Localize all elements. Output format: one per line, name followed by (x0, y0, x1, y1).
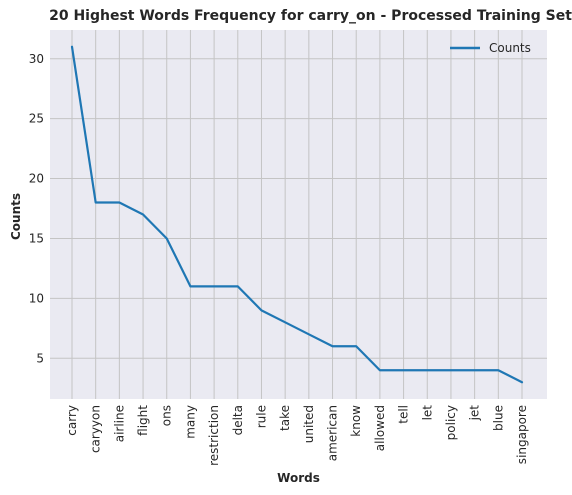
x-tick-label: let (420, 405, 434, 421)
x-tick-label: many (183, 405, 197, 439)
x-tick-label: flight (136, 405, 150, 436)
x-tick-label: restriction (207, 405, 221, 466)
x-tick-label: carry (65, 405, 79, 436)
plot-area (50, 30, 547, 399)
x-tick-label: rule (254, 405, 268, 428)
x-tick-label: singapore (515, 405, 529, 464)
x-tick-label: blue (491, 405, 505, 431)
legend: Counts (450, 41, 531, 55)
x-tick-label: know (349, 405, 363, 437)
x-tick-label: tell (397, 405, 411, 424)
y-tick-label: 25 (29, 112, 44, 126)
chart-title: 20 Highest Words Frequency for carry_on … (49, 8, 572, 24)
legend-label-counts: Counts (489, 41, 531, 55)
y-tick-labels: 5 10 15 20 25 30 (29, 52, 44, 366)
x-tick-label: policy (444, 405, 458, 440)
y-tick-label: 10 (29, 291, 44, 305)
y-tick-label: 20 (29, 172, 44, 186)
x-tick-label: delta (231, 405, 245, 435)
x-tick-label: american (326, 405, 340, 461)
x-tick-label: ons (160, 405, 174, 426)
x-axis-label: Words (277, 471, 320, 485)
x-tick-label: united (302, 405, 316, 443)
x-tick-label: allowed (373, 405, 387, 451)
x-tick-label: jet (468, 405, 482, 422)
x-tick-labels: carry caryyon airline flight ons many restrict… (65, 405, 529, 466)
y-axis-label: Counts (9, 193, 23, 240)
x-tick-label: caryyon (89, 405, 103, 453)
y-tick-label: 5 (36, 351, 44, 365)
series-line-0 (70, 45, 524, 384)
x-tick-label: airline (112, 405, 126, 442)
x-tick-label: take (278, 405, 292, 431)
series-group (70, 45, 524, 384)
y-tick-label: 30 (29, 52, 44, 66)
y-tick-label: 15 (29, 231, 44, 245)
grid-lines (50, 30, 547, 399)
